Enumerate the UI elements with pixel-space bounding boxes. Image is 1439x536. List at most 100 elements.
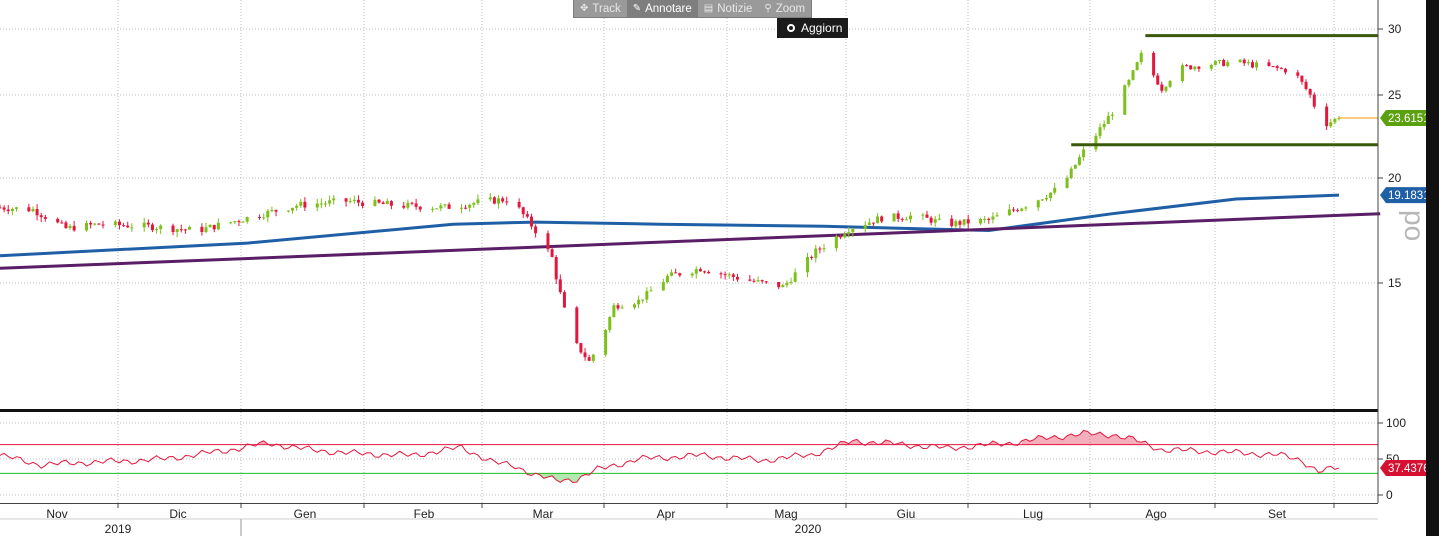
chart-frame bbox=[0, 0, 1379, 536]
candle-body bbox=[1296, 72, 1300, 76]
rsi-overbought-area bbox=[881, 439, 890, 445]
x-year-label: 2020 bbox=[795, 522, 822, 536]
candle-body bbox=[847, 232, 851, 235]
candle-body bbox=[703, 271, 707, 273]
x-month-label: Ago bbox=[1145, 507, 1167, 521]
candle-body bbox=[126, 225, 130, 228]
news-button[interactable]: ▤ Notizie bbox=[698, 0, 759, 17]
candle-body bbox=[1098, 127, 1102, 136]
candle-body bbox=[356, 199, 360, 203]
candle-body bbox=[983, 218, 987, 220]
y-tick-label: 15 bbox=[1388, 276, 1402, 290]
candle-body bbox=[1168, 81, 1172, 87]
x-month-label: Nov bbox=[46, 507, 67, 521]
candlesticks bbox=[0, 50, 1341, 363]
candle-body bbox=[122, 225, 126, 227]
candle-body bbox=[892, 213, 896, 222]
candle-body bbox=[620, 307, 624, 309]
candle-body bbox=[1044, 197, 1048, 200]
x-month-label: Apr bbox=[657, 507, 676, 521]
rsi-overbought-area bbox=[988, 440, 998, 445]
candle-body bbox=[85, 222, 89, 231]
candle-body bbox=[6, 209, 10, 212]
candle-body bbox=[1271, 66, 1275, 68]
candle-body bbox=[476, 199, 480, 204]
x-year-label: 2019 bbox=[105, 522, 132, 536]
x-month-label: Feb bbox=[414, 507, 435, 521]
x-month-label: Mar bbox=[533, 507, 554, 521]
candle-body bbox=[179, 229, 183, 231]
candle-body bbox=[962, 219, 966, 225]
rsi-oversold-area bbox=[539, 473, 590, 483]
track-button[interactable]: ✥ Track bbox=[574, 0, 627, 17]
candle-body bbox=[1333, 118, 1337, 123]
rsi-line bbox=[0, 429, 1340, 483]
candle-body bbox=[529, 216, 533, 227]
refresh-button[interactable]: Aggiorn bbox=[777, 18, 849, 38]
candle-body bbox=[752, 280, 756, 282]
rsi-tick-label: 100 bbox=[1386, 416, 1406, 430]
watermark-text: po bbox=[1399, 210, 1430, 241]
candle-body bbox=[929, 217, 933, 223]
candle-body bbox=[810, 257, 814, 259]
candle-body bbox=[1213, 61, 1217, 65]
candle-body bbox=[377, 199, 381, 203]
candle-body bbox=[550, 249, 554, 257]
candle-body bbox=[1180, 65, 1184, 82]
candle-body bbox=[348, 201, 352, 203]
candle-body bbox=[286, 210, 290, 212]
candle-body bbox=[418, 206, 422, 210]
candle-body bbox=[113, 221, 117, 226]
candle-body bbox=[822, 248, 826, 250]
candle-body bbox=[373, 199, 377, 206]
candle-body bbox=[637, 299, 641, 305]
candle-body bbox=[690, 273, 694, 276]
candle-body bbox=[56, 218, 60, 223]
candle-body bbox=[150, 224, 154, 231]
ma-value-marker-label: 19.1831 bbox=[1388, 190, 1430, 202]
candle-body bbox=[1325, 106, 1329, 127]
candle-body bbox=[93, 223, 97, 225]
y-tick-label: 20 bbox=[1388, 171, 1402, 185]
candle-body bbox=[1049, 192, 1053, 198]
candle-body bbox=[146, 222, 150, 225]
candle-body bbox=[464, 207, 468, 209]
candle-body bbox=[1036, 200, 1040, 208]
candle-body bbox=[1094, 135, 1098, 150]
candle-body bbox=[925, 214, 929, 218]
candle-body bbox=[159, 225, 163, 230]
candle-body bbox=[583, 352, 587, 358]
candle-body bbox=[781, 285, 785, 288]
candle-body bbox=[1160, 84, 1164, 91]
candle-body bbox=[1267, 62, 1271, 67]
candle-body bbox=[1304, 81, 1308, 90]
candle-body bbox=[389, 201, 393, 206]
pencil-icon: ✎ bbox=[632, 2, 642, 14]
candle-body bbox=[295, 205, 299, 208]
candle-body bbox=[188, 226, 192, 230]
candle-body bbox=[472, 203, 476, 205]
candle-body bbox=[1238, 59, 1242, 63]
candle-body bbox=[1279, 68, 1283, 70]
zoom-button[interactable]: ⚲ Zoom bbox=[758, 0, 811, 17]
candle-body bbox=[303, 201, 307, 208]
candle-body bbox=[748, 279, 752, 281]
candle-body bbox=[1209, 64, 1213, 69]
candle-body bbox=[851, 228, 855, 233]
candle-body bbox=[68, 225, 72, 229]
rsi-series-line bbox=[0, 429, 1340, 483]
candle-body bbox=[439, 205, 443, 209]
annotate-button[interactable]: ✎ Annotare bbox=[626, 0, 698, 17]
candle-body bbox=[694, 269, 698, 274]
candle-body bbox=[521, 207, 525, 215]
candle-body bbox=[410, 202, 414, 204]
grid-lines bbox=[0, 0, 1378, 503]
candle-body bbox=[735, 276, 739, 280]
candle-body bbox=[727, 274, 731, 276]
candle-body bbox=[1012, 209, 1016, 211]
candle-body bbox=[1139, 52, 1143, 63]
scrollbar-edge[interactable] bbox=[1426, 0, 1439, 536]
candle-body bbox=[880, 216, 884, 222]
